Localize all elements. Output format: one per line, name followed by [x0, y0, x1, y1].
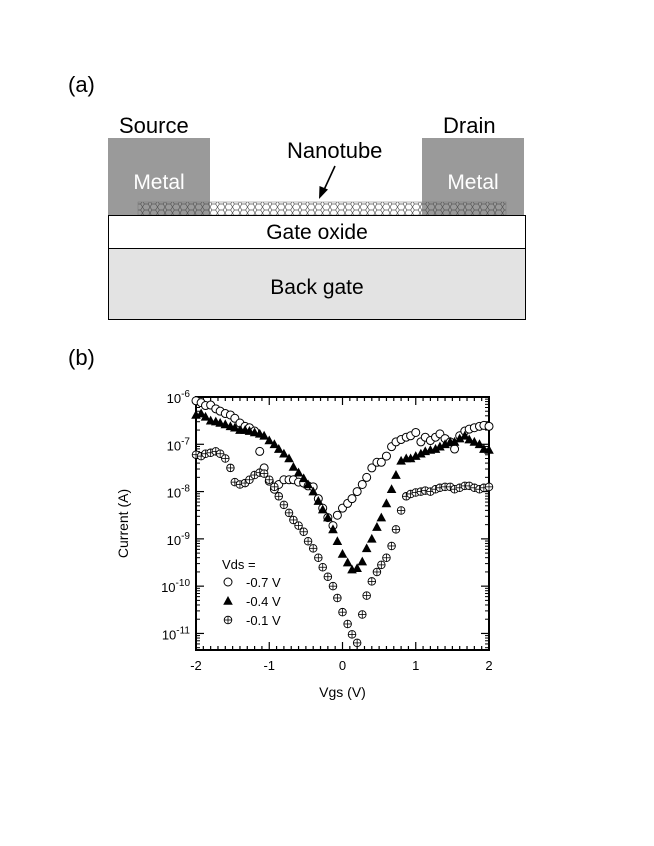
left-metal-label: Metal [133, 171, 185, 194]
x-axis-label: Vgs (V) [319, 684, 366, 700]
data-point-series-1 [376, 512, 387, 522]
data-point-series-1 [303, 479, 313, 489]
nanotube [137, 201, 507, 216]
data-point-series-1 [391, 470, 401, 479]
data-point-series-1 [352, 563, 362, 572]
x-tick-label: 0 [339, 658, 346, 673]
data-point-series-0 [332, 510, 342, 520]
data-point-series-1 [464, 434, 475, 444]
data-point-series-1 [279, 448, 289, 458]
y-tick-label: 10-10 [161, 578, 190, 595]
data-point-series-1 [410, 451, 421, 460]
gate-oxide-layer: Gate oxide [108, 215, 526, 249]
data-point-series-0 [362, 472, 372, 482]
nanotube-arrow [322, 165, 336, 193]
x-tick-label: -2 [190, 658, 202, 673]
data-point-series-1 [357, 556, 368, 566]
data-point-series-0 [376, 457, 386, 467]
data-point-series-1 [469, 436, 480, 446]
data-point-series-1 [454, 433, 465, 443]
back-gate-label: Back gate [270, 276, 364, 299]
data-point-series-1 [367, 533, 377, 543]
y-tick-label: 10-11 [162, 625, 191, 642]
right-metal-label: Metal [447, 171, 499, 194]
data-point-series-1 [484, 444, 494, 454]
legend-marker [223, 596, 233, 605]
data-point-series-1 [361, 543, 372, 553]
legend-entry-label: -0.7 V [246, 575, 281, 590]
data-point-series-0 [411, 427, 421, 437]
data-point-series-1 [308, 486, 318, 496]
gate-oxide-label: Gate oxide [266, 221, 368, 244]
data-point-series-1 [313, 496, 324, 505]
data-point-series-1 [269, 439, 280, 449]
data-point-series-1 [259, 430, 269, 440]
panel-b-label: (b) [68, 345, 95, 370]
data-point-series-1 [430, 444, 441, 453]
y-tick-label: 10-6 [167, 389, 191, 406]
x-tick-label: 1 [412, 658, 419, 673]
y-axis-label: Current (A) [115, 489, 131, 558]
legend-title: Vds = [222, 557, 256, 572]
x-tick-label: 2 [485, 658, 492, 673]
y-tick-label: 10-8 [167, 484, 191, 501]
data-point-series-0 [357, 479, 367, 489]
data-point-series-1 [372, 522, 382, 531]
data-point-series-0 [450, 444, 460, 454]
y-tick-label: 10-9 [167, 531, 191, 548]
back-gate-layer: Back gate [108, 249, 526, 320]
data-point-series-1 [264, 435, 275, 445]
data-point-series-1 [220, 419, 231, 429]
source-label: Source [119, 113, 189, 138]
data-point-series-1 [460, 430, 470, 440]
drain-label: Drain [443, 113, 496, 138]
y-tick-label: 10-7 [167, 436, 191, 453]
data-point-series-1 [230, 422, 240, 432]
data-point-series-1 [474, 439, 485, 449]
panel-a-label: (a) [68, 72, 95, 97]
data-point-series-1 [293, 467, 304, 477]
data-point-series-1 [396, 455, 406, 465]
data-point-series-0 [381, 451, 391, 461]
data-point-series-1 [337, 549, 348, 558]
data-point-series-1 [284, 453, 294, 463]
data-point-series-0 [484, 421, 494, 431]
data-point-series-1 [317, 504, 328, 514]
data-point-series-1 [386, 484, 397, 494]
data-point-series-1 [435, 441, 445, 451]
data-point-series-0 [352, 487, 362, 497]
nanotube-label: Nanotube [287, 138, 383, 163]
iv-chart: -2 -1 0 1 2 10-6 10-7 10-8 10-9 10-10 10-11 Vgs (V)… [115, 389, 494, 700]
data-point-series-1 [416, 448, 426, 458]
data-point-series-0 [367, 463, 377, 473]
data-point-series-1 [440, 439, 450, 449]
chart-marks: -2 -1 0 1 2 10-6 10-7 10-8 10-9 10-10 10-11 Vgs (V)… [115, 389, 494, 700]
nanotube-diagram [137, 165, 507, 216]
data-point-series-1 [273, 444, 284, 453]
x-tick-label: -1 [263, 658, 275, 673]
legend-marker [223, 577, 233, 587]
nanotube-arrowhead [319, 186, 328, 199]
data-point-series-1 [200, 411, 211, 421]
data-point-series-1 [381, 498, 392, 508]
data-point-series-1 [196, 408, 206, 418]
data-point-series-1 [328, 524, 338, 534]
data-point-series-1 [323, 512, 333, 522]
data-point-series-1 [405, 453, 416, 463]
data-point-series-1 [288, 461, 299, 471]
data-point-series-0 [255, 446, 265, 456]
legend-entry-label: -0.1 V [246, 613, 281, 628]
data-point-series-0 [347, 494, 357, 504]
data-point-series-1 [298, 473, 309, 483]
data-point-series-1 [449, 436, 460, 446]
data-point-series-1 [332, 536, 343, 546]
data-point-series-1 [342, 557, 353, 567]
legend-entry-label: -0.4 V [246, 594, 281, 609]
